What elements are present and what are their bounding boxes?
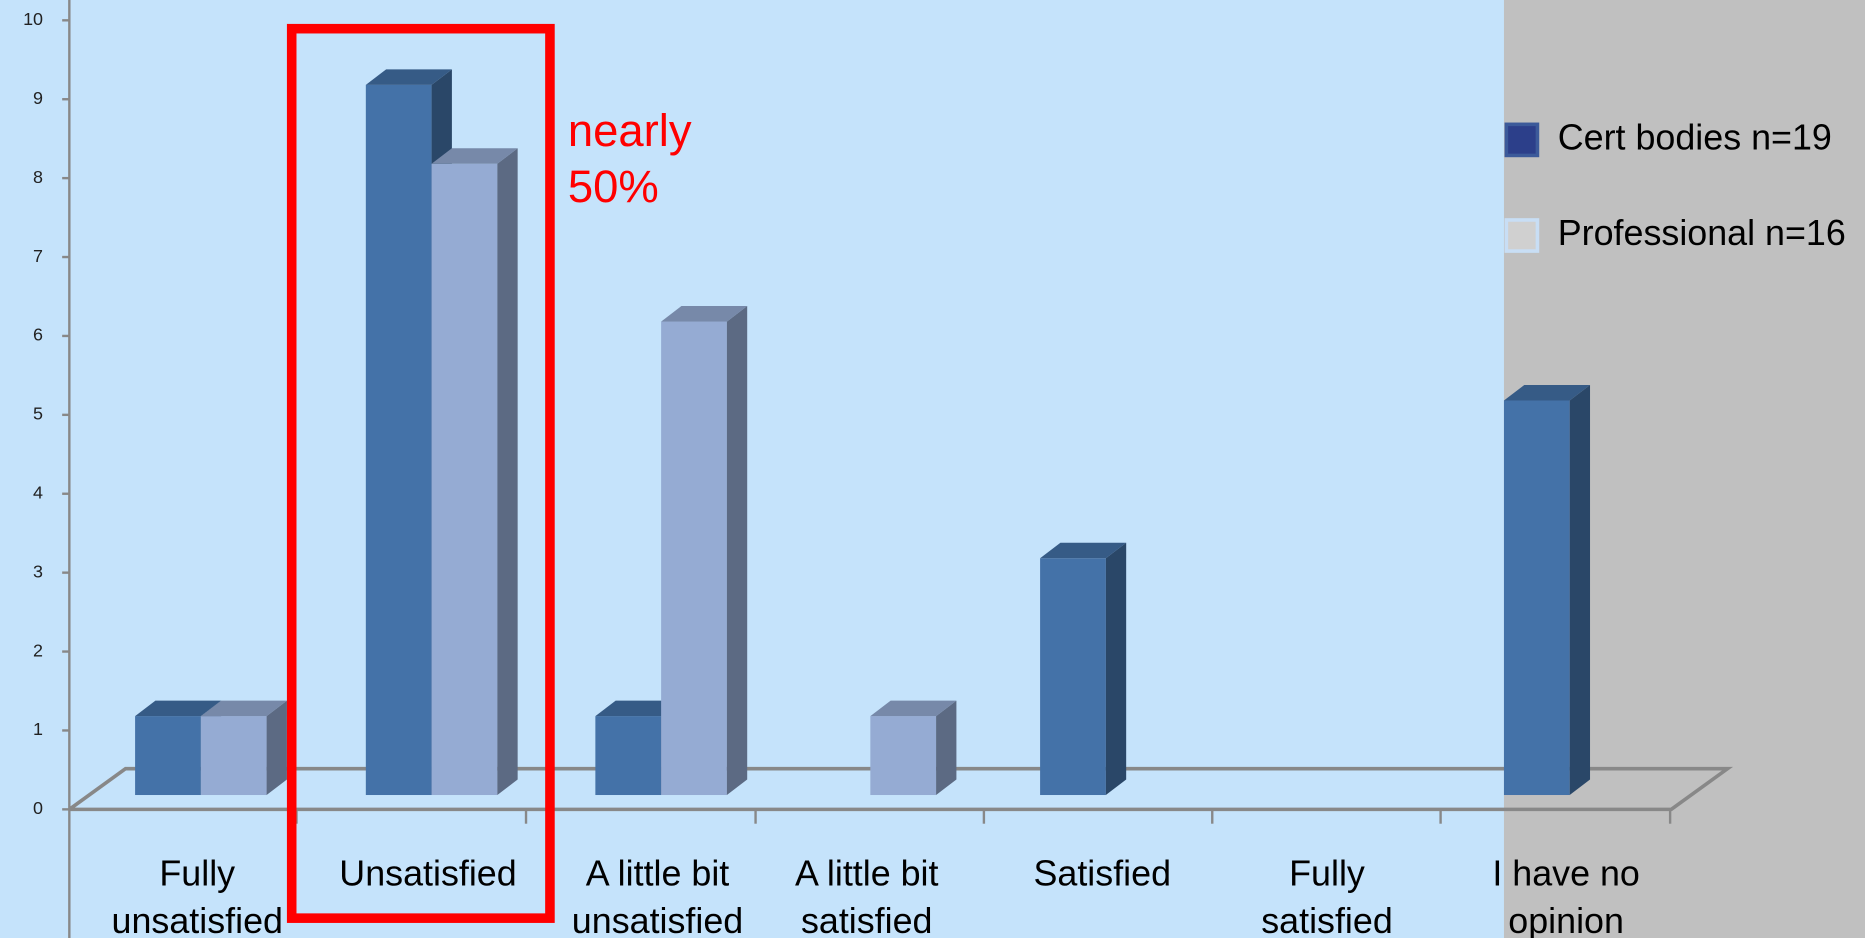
bar-group [870,700,957,796]
bar-top [595,700,682,717]
x-tick-label: I have no opinion [1492,854,1640,938]
y-tick-label: 7 [33,246,43,266]
legend-swatch [1504,218,1540,253]
bar-top [365,69,452,85]
bar-top [431,148,518,164]
bar [1040,558,1106,796]
bar-group [1040,542,1127,796]
bar-top [135,700,222,717]
bar-top [1040,542,1127,559]
y-tick-label: 5 [33,404,43,424]
bar-top [661,306,748,322]
bar-group [200,700,287,796]
bar-top [1503,384,1591,401]
y-tick-label: 1 [33,719,43,739]
bar [1503,400,1570,796]
plot: 0 1 2 3 4 5 6 7 8 9 10 Fully unsatisfied Unsatisfied A… [23,9,1846,938]
bar-side [1105,542,1127,796]
bar [870,716,937,796]
bar-side [726,306,748,796]
x-tick-label: Fully satisfied [1261,854,1393,938]
floor [68,766,1734,812]
legend-label: Professional n=16 [1558,213,1846,253]
x-tick-label: A little bit unsatisfied [572,854,743,938]
y-tick-label: 10 [23,9,43,29]
bar [365,84,432,796]
legend-label: Cert bodies n=19 [1558,117,1832,157]
bar-top [870,700,957,717]
bar-side [1569,384,1591,796]
y-tick-label: 8 [33,167,43,187]
x-tick-label: Satisfied [1033,854,1171,894]
bar-side [266,700,287,796]
bar [595,716,662,796]
legend-swatch [1504,122,1540,158]
bar-group [1503,384,1591,796]
bar-side [497,148,518,796]
annotation: nearly 50% [568,105,692,212]
bar [135,716,201,796]
bar-top [200,700,287,717]
bar-side [936,700,957,796]
highlight-box [286,23,555,923]
x-tick-label: Unsatisfied [339,854,516,894]
x-tick-label: Fully unsatisfied [112,854,283,938]
bar-group [431,148,518,796]
y-tick-label: 3 [33,561,43,581]
bar [661,321,727,796]
y-tick-label: 9 [33,88,43,108]
bar [431,163,498,796]
bar [200,716,267,796]
y-tick-label: 2 [33,640,43,660]
x-tick-label: A little bit satisfied [795,854,939,938]
y-tick-label: 4 [33,482,43,502]
y-tick-label: 6 [33,325,43,345]
y-tick-label: 0 [33,798,43,818]
bar-group [661,306,748,796]
